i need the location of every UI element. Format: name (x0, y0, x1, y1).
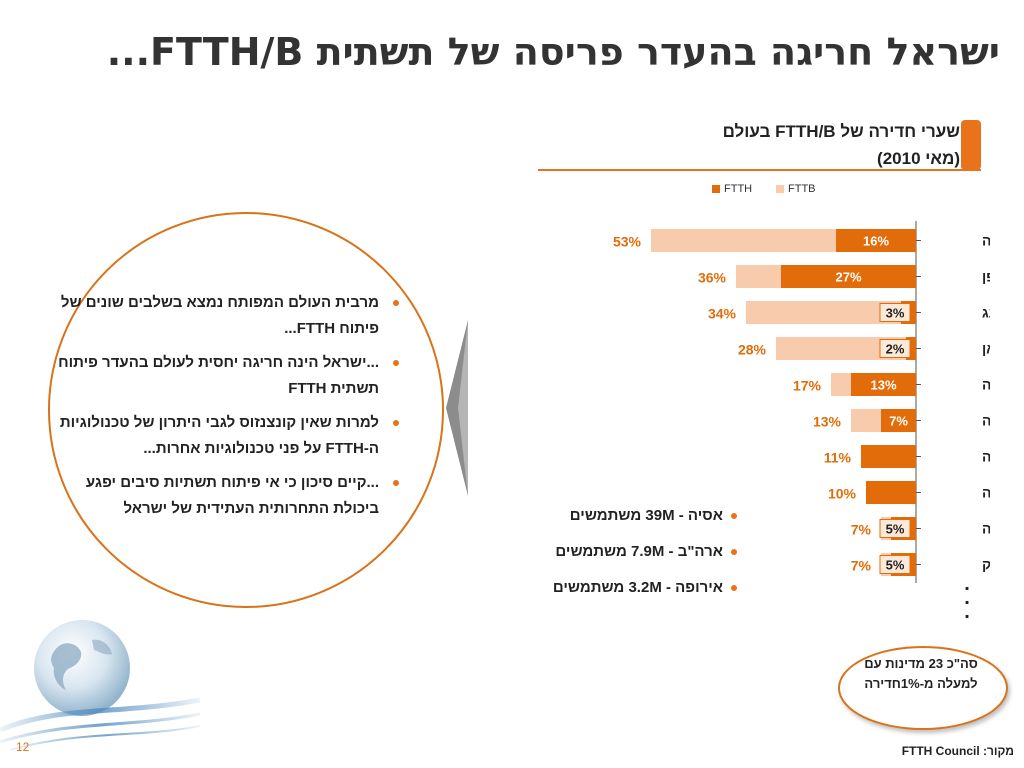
bar-ftth-0 (836, 229, 916, 252)
bar-inner-label-4: 13% (870, 378, 896, 393)
region-text: אירופה - 3.2M משתמשים (552, 579, 723, 596)
bullet-text: ...ישראל הינה חריגה יחסית לעולם בהעדר פי… (58, 354, 379, 397)
bar-ftth-6 (861, 445, 916, 468)
bar-inner-label-9: 5% (886, 558, 905, 573)
region-item: ארה"ב - 7.9M משתמשים (480, 534, 745, 570)
chart-header: שערי חדירה של FTTH/B בעולם (מאי 2010) (560, 118, 960, 172)
bullet-item: למרות שאין קונצנזוס לגבי היתרון של טכנול… (55, 410, 405, 462)
bullet-dot-icon (393, 420, 399, 426)
region-text: ארה"ב - 7.9M משתמשים (555, 543, 723, 560)
bullet-list: מרבית העולם המפותח נמצא בשלבים שונים של … (55, 290, 405, 530)
bar-total-label-8: 7% (851, 522, 872, 538)
source-note: מקור: FTTH Council (901, 744, 1014, 758)
category-label-7: סלובניה (982, 485, 990, 501)
bar-total-label-0: 53% (613, 234, 642, 250)
category-label-2: הונג קונג (982, 305, 990, 321)
bar-total-label-1: 36% (698, 270, 727, 286)
bar-inner-label-8: 5% (886, 522, 905, 537)
chart-header-line1: שערי חדירה של FTTH/B בעולם (722, 122, 960, 141)
bullet-dot-icon (731, 585, 737, 591)
bullet-text: מרבית העולם המפותח נמצא בשלבים שונים של … (60, 294, 379, 337)
bar-total-label-2: 34% (708, 306, 737, 322)
bullet-dot-icon (393, 300, 399, 306)
category-label-8: ב"ארה (982, 521, 990, 537)
bullet-item: ...קיים סיכון כי אי פיתוח תשתיות סיבים י… (55, 470, 405, 522)
bar-total-label-9: 7% (851, 558, 872, 574)
bar-ftth-5 (881, 409, 916, 432)
bar-total-label-5: 13% (813, 414, 842, 430)
chart-header-rule (538, 169, 981, 171)
bar-fttb-1 (736, 265, 781, 288)
summary-oval (838, 646, 1008, 730)
category-label-4: לטביה (982, 377, 990, 393)
bar-total-label-4: 17% (793, 378, 822, 394)
legend-label-fttb: FTTB (788, 183, 816, 195)
legend-swatch-ftth (712, 185, 720, 193)
bar-ftth-1 (781, 265, 916, 288)
category-label-0: קוריאה (982, 233, 990, 249)
region-item: אסיה - 39M משתמשים (480, 498, 745, 534)
legend-item-ftth: FTTH (712, 183, 752, 195)
bar-inner-label-0: 16% (863, 234, 889, 249)
summary-text: סה"כ 23 מדינות עם למעלה מ-1%חדירה (864, 656, 978, 691)
bar-inner-label-2: 3% (886, 306, 905, 321)
left-arrow-icon (446, 320, 468, 496)
bullet-text: ...קיים סיכון כי אי פיתוח תשתיות סיבים י… (85, 474, 379, 517)
bar-inner-label-3: 2% (886, 342, 905, 357)
bar-total-label-3: 28% (738, 342, 767, 358)
bullets-circle (48, 212, 444, 608)
bar-fttb-0 (651, 229, 836, 252)
bar-inner-label-box-2 (879, 303, 911, 322)
bullet-text: למרות שאין קונצנזוס לגבי היתרון של טכנול… (59, 414, 379, 457)
category-label-6: נורבגיה (982, 449, 990, 465)
bar-ftth-4 (851, 373, 916, 396)
bar-inner-label-1: 27% (835, 270, 861, 285)
bar-fttb-3 (776, 337, 906, 360)
bar-total-label-7: 10% (828, 486, 857, 502)
bar-fttb-2 (746, 301, 901, 324)
bar-ftth-3 (906, 337, 916, 360)
bullet-item: מרבית העולם המפותח נמצא בשלבים שונים של … (55, 290, 405, 342)
category-label-5: שבדיה (982, 413, 990, 429)
category-label-3: טייוואן (982, 341, 990, 357)
bar-fttb-4 (831, 373, 851, 396)
legend-swatch-fttb (776, 185, 784, 193)
chart-header-line2: (מאי 2010) (877, 149, 960, 168)
bullet-dot-icon (393, 360, 399, 366)
region-users-list: אסיה - 39M משתמשים ארה"ב - 7.9M משתמשים … (480, 498, 745, 606)
chart-legend: FTTH FTTB (700, 183, 840, 199)
bar-inner-label-5: 7% (889, 414, 908, 429)
globe-icon (0, 620, 200, 751)
more-countries-dots: ... (964, 573, 970, 623)
region-item: אירופה - 3.2M משתמשים (480, 570, 745, 606)
bar-fttb-5 (851, 409, 881, 432)
bar-ftth-7 (866, 481, 916, 504)
legend-item-fttb: FTTB (776, 183, 816, 195)
slide-title: ישראל חריגה בהעדר פריסה של תשתית FTTH/B.… (106, 30, 1000, 74)
category-label-9: דנמרק (982, 557, 990, 573)
penetration-bar-chart: 16% 53% קוריאה 27% 36% יפן 3% 34% הונג קונג 2% 28%… (613, 221, 990, 583)
bar-inner-label-box-8 (879, 519, 911, 538)
bar-inner-label-box-3 (879, 339, 911, 358)
bar-total-label-6: 11% (824, 450, 852, 466)
chart-header-accent-bar (961, 120, 981, 170)
bullet-dot-icon (731, 513, 737, 519)
region-text: אסיה - 39M משתמשים (569, 507, 723, 524)
bullet-dot-icon (731, 549, 737, 555)
bar-inner-label-box-9 (879, 555, 911, 574)
category-label-1: יפן (982, 269, 990, 285)
legend-label-ftth: FTTH (724, 183, 753, 195)
bullet-item: ...ישראל הינה חריגה יחסית לעולם בהעדר פי… (55, 350, 405, 402)
bullet-dot-icon (393, 480, 399, 486)
